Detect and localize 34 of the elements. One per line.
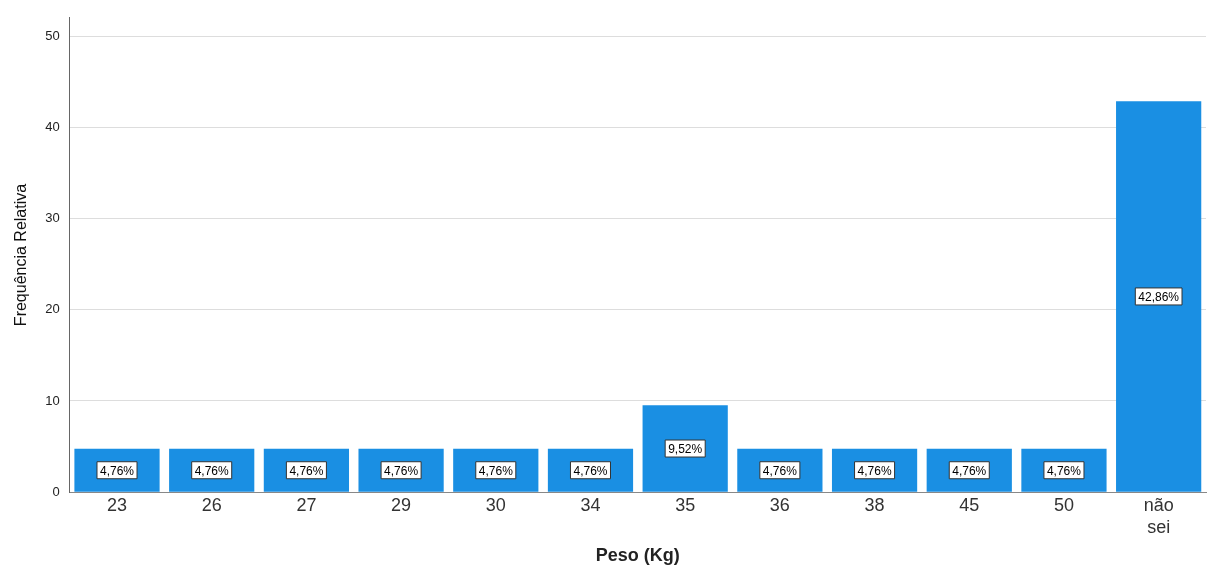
x-tick-label: 27 <box>296 494 317 515</box>
data-label: 4,76% <box>478 463 514 478</box>
x-tick-label: 36 <box>769 494 790 515</box>
x-tick-label: 45 <box>959 494 980 515</box>
y-axis-title: Frequência Relativa <box>12 183 30 327</box>
data-label: 4,76% <box>1046 463 1082 478</box>
bar <box>642 405 728 492</box>
y-tick-label: 20 <box>45 301 60 317</box>
x-tick-label: 34 <box>580 494 601 515</box>
x-tick-label: não sei <box>1143 494 1174 537</box>
y-tick-label: 10 <box>45 392 60 408</box>
data-label: 4,76% <box>573 463 608 478</box>
y-tick-label: 40 <box>45 118 60 134</box>
x-tick-label: 29 <box>391 494 412 515</box>
data-label: 4,76% <box>99 463 135 478</box>
x-tick-label: 23 <box>106 494 128 515</box>
data-label: 4,76% <box>194 463 230 478</box>
x-tick-label: 38 <box>864 494 885 515</box>
data-label: 4,76% <box>289 463 324 478</box>
y-tick-label: 0 <box>52 483 60 499</box>
data-label: 4,76% <box>762 463 798 478</box>
data-label: 4,76% <box>952 463 987 478</box>
x-tick-label: 50 <box>1053 494 1074 515</box>
x-tick-label: 30 <box>485 494 506 515</box>
x-tick-label: 35 <box>675 494 696 515</box>
x-tick-label: 26 <box>201 494 222 515</box>
y-tick-label: 50 <box>45 27 60 43</box>
data-label: 9,52% <box>668 441 703 456</box>
data-label: 4,76% <box>384 463 419 478</box>
bar <box>1116 101 1202 492</box>
data-label: 4,76% <box>857 463 892 478</box>
x-axis-title: Peso (Kg) <box>595 545 680 566</box>
data-label: 42,86% <box>1138 289 1180 304</box>
y-tick-label: 30 <box>45 210 60 226</box>
